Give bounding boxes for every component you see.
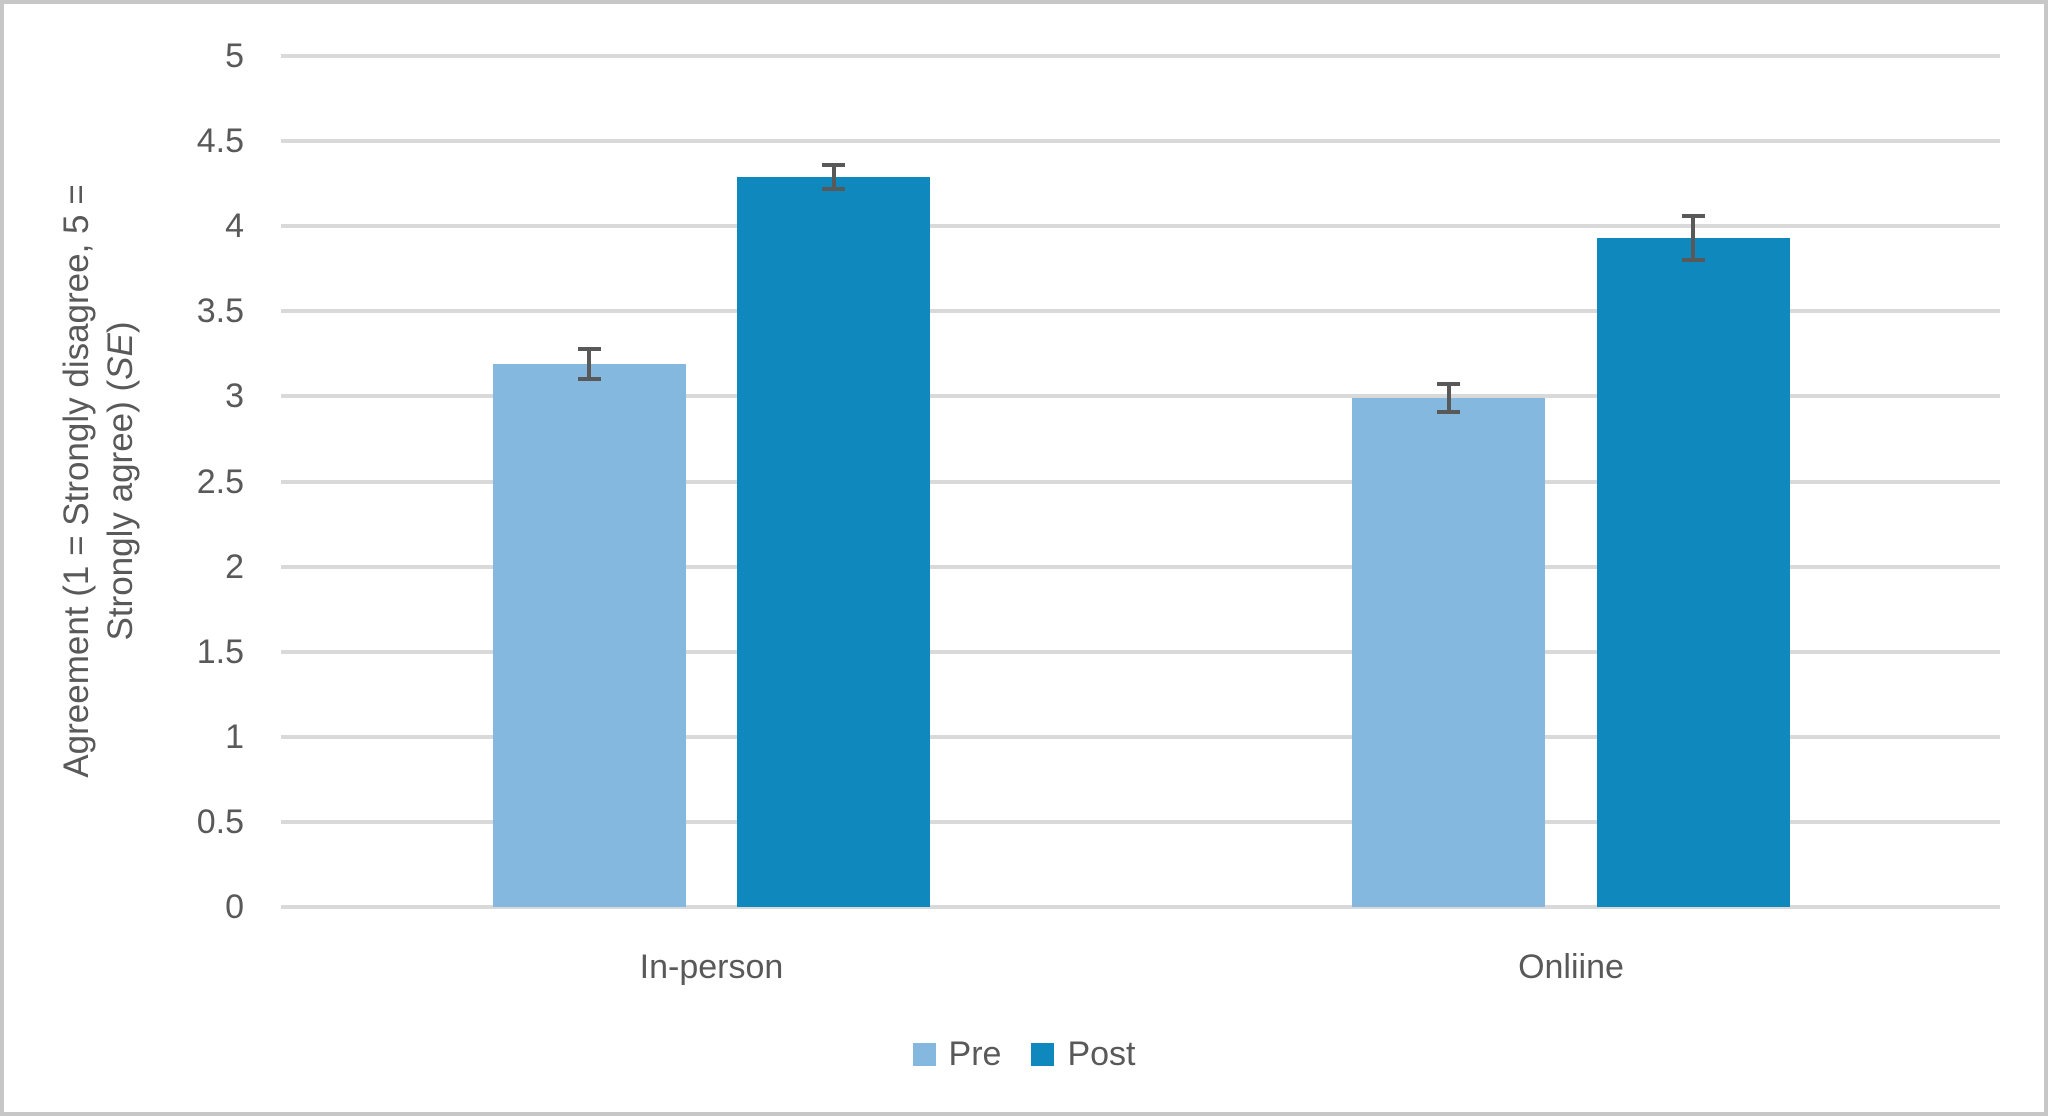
- y-tick-label: 3.5: [196, 292, 244, 331]
- bar-onliine-post: [1596, 238, 1790, 907]
- y-tick-label: 1: [225, 717, 244, 756]
- y-tick-label: 3: [225, 377, 244, 416]
- error-bar-cap-top-onliine-post: [1681, 213, 1705, 218]
- gridline: [281, 54, 2000, 58]
- legend-swatch-post: [1031, 1042, 1055, 1066]
- y-tick-label: 4.5: [196, 122, 244, 161]
- legend-item-pre: Pre: [912, 1033, 1002, 1075]
- error-bar-cap-bottom-in-person-post: [822, 186, 846, 191]
- error-bar-cap-bottom-in-person-pre: [577, 377, 601, 382]
- gridline: [281, 224, 2000, 229]
- error-bar-cap-top-in-person-pre: [577, 346, 601, 351]
- error-bar-cap-bottom-onliine-pre: [1437, 409, 1461, 414]
- y-tick-label: 0.5: [196, 802, 244, 841]
- legend-label-post: Post: [1067, 1035, 1136, 1073]
- y-tick-label: 2: [225, 547, 244, 586]
- error-bar-cap-top-onliine-pre: [1437, 382, 1461, 387]
- gridline: [281, 564, 2000, 569]
- legend-swatch-pre: [912, 1042, 936, 1066]
- gridline: [281, 905, 2000, 909]
- gridline: [281, 394, 2000, 399]
- gridline: [281, 139, 2000, 144]
- gridline: [281, 479, 2000, 484]
- bar-onliine-pre: [1352, 398, 1546, 907]
- error-bar-onliine-pre: [1446, 384, 1451, 412]
- error-bar-onliine-post: [1691, 215, 1696, 261]
- gridline: [281, 309, 2000, 314]
- error-bar-cap-bottom-onliine-post: [1681, 258, 1705, 263]
- y-tick-label: 0: [225, 888, 244, 926]
- legend-item-post: Post: [1031, 1033, 1135, 1075]
- legend: Pre Post: [4, 1033, 2044, 1075]
- plot-area: 0 0.5 1 1.5 2 2.5 3 3.5 4 4.5 5 In-person Onliine: [4, 4, 2044, 1112]
- y-tick-label: 2.5: [196, 462, 244, 501]
- gridline: [281, 819, 2000, 824]
- x-axis-label-in-person: In-person: [639, 948, 784, 986]
- error-bar-in-person-pre: [587, 348, 592, 380]
- y-tick-label: 4: [225, 207, 244, 246]
- error-bar-cap-top-in-person-post: [822, 162, 846, 167]
- error-bar-in-person-post: [831, 164, 836, 189]
- x-axis-label-onliine: Onliine: [1518, 948, 1624, 986]
- gridline: [281, 734, 2000, 739]
- bar-in-person-post: [737, 176, 931, 907]
- y-tick-label: 1.5: [196, 632, 244, 671]
- gridline: [281, 649, 2000, 654]
- y-tick-label: 5: [225, 37, 244, 75]
- bar-in-person-pre: [492, 364, 686, 907]
- legend-label-pre: Pre: [948, 1035, 1002, 1073]
